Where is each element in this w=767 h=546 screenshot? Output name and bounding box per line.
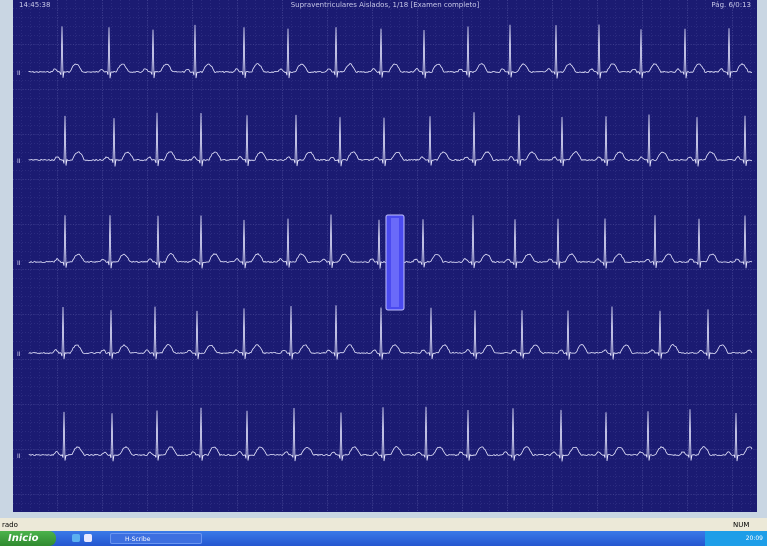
ecg-trace [28, 112, 753, 167]
lead-label: II [17, 158, 21, 165]
ecg-trace [28, 24, 753, 79]
clock: 20:09 [745, 535, 763, 542]
quick-launch-icon[interactable] [72, 534, 80, 542]
system-tray: 20:09 [705, 531, 767, 546]
time: 14:45:38 [19, 1, 50, 9]
taskbar-app[interactable]: H-Scribe [110, 533, 202, 544]
lead-label: II [17, 453, 21, 460]
start-button[interactable]: Inicio [0, 531, 56, 546]
ecg-trace [28, 406, 753, 462]
lead-label: II [17, 260, 21, 267]
grid [13, 0, 757, 512]
status-right: NUM [733, 521, 750, 529]
taskbar: Inicio H-Scribe 20:09 [0, 531, 767, 546]
title: Supraventriculares Aislados, 1/18 [Exame… [291, 1, 480, 9]
quick-launch-icon[interactable] [84, 534, 92, 542]
lead-label: II [17, 351, 21, 358]
status-bar: rado NUM [0, 518, 767, 531]
ecg-trace [28, 305, 753, 360]
ecg-panel: 14:45:38 Supraventriculares Aislados, 1/… [13, 0, 757, 512]
page: Pág. 6/0:13 [711, 1, 751, 9]
status-left: rado [2, 521, 18, 529]
selection-highlight [391, 218, 399, 307]
lead-label: II [17, 70, 21, 77]
